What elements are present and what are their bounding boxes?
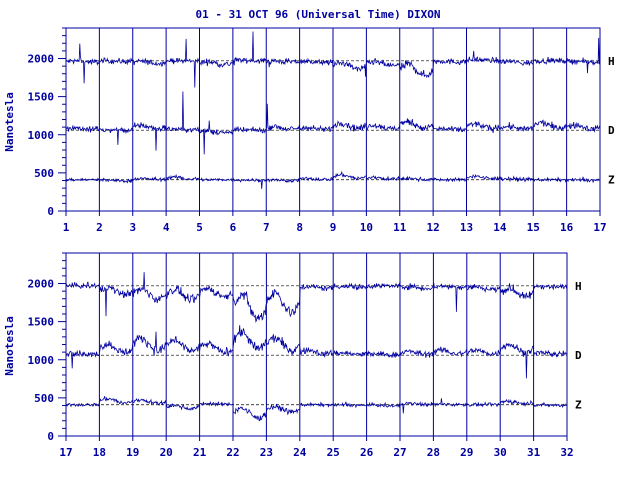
- y-tick-label: 0: [47, 430, 54, 443]
- x-tick-label: 28: [427, 446, 440, 459]
- legend-label-h: H: [575, 280, 582, 293]
- panel-top: 1 2 3 4 5 6 7 8 9 10 11 12 13 14 15 16 17050010001500200…: [28, 27, 615, 234]
- legend-label-h: H: [608, 55, 615, 68]
- x-tick-label: 30: [494, 446, 507, 459]
- x-tick-label: 5: [196, 221, 203, 234]
- y-tick-label: 1000: [28, 129, 55, 142]
- y-tick-label: 2000: [28, 278, 55, 291]
- x-tick-label: 3: [129, 221, 136, 234]
- x-tick-label: 18: [93, 446, 106, 459]
- y-tick-label: 2000: [28, 53, 55, 66]
- x-tick-label: 13: [460, 221, 473, 234]
- series-z-trace: [65, 396, 568, 422]
- x-tick-label: 22: [226, 446, 239, 459]
- y-axis-label-bottom: Nanotesla: [3, 316, 16, 376]
- x-tick-label: 17: [593, 221, 606, 234]
- plot-frame: [65, 252, 568, 437]
- x-tick-label: 14: [493, 221, 507, 234]
- panel-bottom: 17 18 19 20 21 22 23 24 25 26 27 28 29 30 31 32 0 500 1000…: [28, 252, 582, 459]
- x-tick-label: 19: [126, 446, 139, 459]
- legend-label-z: Z: [575, 399, 582, 412]
- y-tick-label: 1500: [28, 316, 55, 329]
- x-tick-label: 16: [560, 221, 574, 234]
- legend-label-d: D: [575, 349, 582, 362]
- x-tick-label: 15: [527, 221, 540, 234]
- x-tick-label: 17: [59, 446, 72, 459]
- x-tick-label: 25: [327, 446, 340, 459]
- x-tick-label: 11: [393, 221, 407, 234]
- x-tick-label: 10: [360, 221, 373, 234]
- x-tick-label: 32: [560, 446, 573, 459]
- x-tick-label: 12: [427, 221, 440, 234]
- x-tick-label: 1: [63, 221, 70, 234]
- y-axis-label-top: Nanotesla: [3, 92, 16, 152]
- x-tick-label: 8: [296, 221, 303, 234]
- x-tick-label: 20: [160, 446, 173, 459]
- x-tick-label: 6: [230, 221, 237, 234]
- y-tick-label: 0: [47, 205, 54, 218]
- x-tick-label: 24: [293, 446, 307, 459]
- x-tick-label: 9: [330, 221, 337, 234]
- y-tick-label: 1500: [28, 91, 55, 104]
- x-tick-label: 7: [263, 221, 270, 234]
- x-tick-label: 31: [527, 446, 541, 459]
- series-z-trace: [65, 170, 601, 189]
- series-d-trace: [65, 91, 601, 155]
- series-h-trace: [65, 31, 601, 88]
- x-tick-label: 29: [460, 446, 473, 459]
- x-tick-label: 26: [360, 446, 374, 459]
- x-tick-label: 21: [193, 446, 207, 459]
- x-tick-label: 27: [393, 446, 406, 459]
- legend-label-z: Z: [608, 174, 615, 187]
- y-tick-label: 500: [34, 392, 54, 405]
- x-tick-label: 2: [96, 221, 103, 234]
- y-tick-label: 1000: [28, 354, 55, 367]
- series-d-trace: [65, 325, 568, 379]
- x-tick-label: 23: [260, 446, 273, 459]
- chart-title: 01 - 31 OCT 96 (Universal Time) DIXON: [195, 8, 440, 21]
- y-tick-label: 500: [34, 167, 54, 180]
- x-tick-label: 4: [163, 221, 170, 234]
- series-h-trace: [65, 272, 568, 323]
- legend-label-d: D: [608, 124, 615, 137]
